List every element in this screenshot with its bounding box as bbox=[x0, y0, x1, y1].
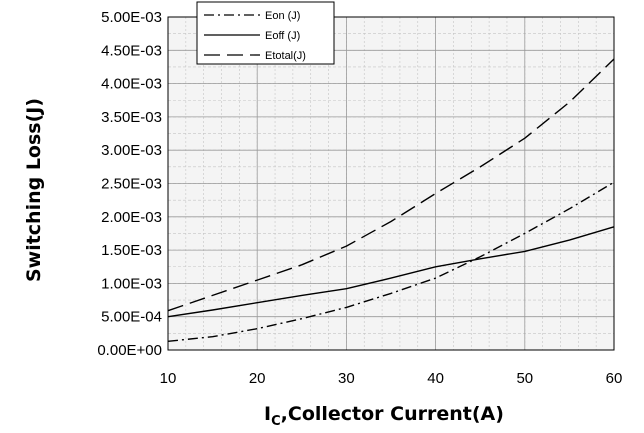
x-tick-label: 50 bbox=[516, 370, 533, 387]
x-axis-title-subscript: C bbox=[271, 414, 281, 429]
y-tick-labels: 0.00E+00 5.00E-04 1.00E-03 1.50E-03 2.00E-03… bbox=[97, 9, 162, 359]
series-line-etotalj bbox=[167, 58, 615, 312]
x-tick-label: 20 bbox=[249, 370, 266, 387]
y-tick-label: 1.00E-03 bbox=[101, 275, 162, 292]
y-axis-title: Switching Loss(J) bbox=[23, 98, 45, 282]
legend-label: Etotal(J) bbox=[265, 50, 306, 62]
y-tick-label: 3.50E-03 bbox=[101, 109, 162, 126]
legend-box bbox=[196, 1, 335, 65]
plot-frame bbox=[167, 16, 615, 351]
series-line-eoffj bbox=[167, 226, 615, 318]
x-axis-title-main: I bbox=[264, 403, 271, 425]
y-tick-label: 4.00E-03 bbox=[101, 76, 162, 93]
grid bbox=[167, 16, 615, 351]
y-tick-label: 5.00E-04 bbox=[101, 309, 162, 326]
y-tick-label: 0.00E+00 bbox=[97, 342, 162, 359]
series-lines bbox=[167, 58, 615, 342]
legend: Eon (J) Eoff (J) Etotal(J) bbox=[196, 1, 335, 65]
y-tick-label: 3.00E-03 bbox=[101, 142, 162, 159]
legend-label: Eon (J) bbox=[265, 10, 300, 22]
legend-label: Eoff (J) bbox=[265, 30, 300, 42]
x-tick-label: 40 bbox=[427, 370, 444, 387]
x-tick-label: 10 bbox=[160, 370, 177, 387]
x-tick-label: 60 bbox=[606, 370, 623, 387]
y-tick-label: 4.50E-03 bbox=[101, 42, 162, 59]
y-tick-label: 5.00E-03 bbox=[101, 9, 162, 26]
y-tick-label: 2.50E-03 bbox=[101, 176, 162, 193]
series-line-eonj bbox=[167, 181, 615, 342]
y-tick-label: 1.50E-03 bbox=[101, 242, 162, 259]
x-axis-title: IC,Collector Current(A) bbox=[264, 403, 504, 429]
x-axis-title-rest: ,Collector Current(A) bbox=[281, 403, 504, 425]
x-tick-labels: 10 20 30 40 50 60 bbox=[160, 370, 623, 387]
y-tick-label: 2.00E-03 bbox=[101, 209, 162, 226]
x-tick-label: 30 bbox=[338, 370, 355, 387]
